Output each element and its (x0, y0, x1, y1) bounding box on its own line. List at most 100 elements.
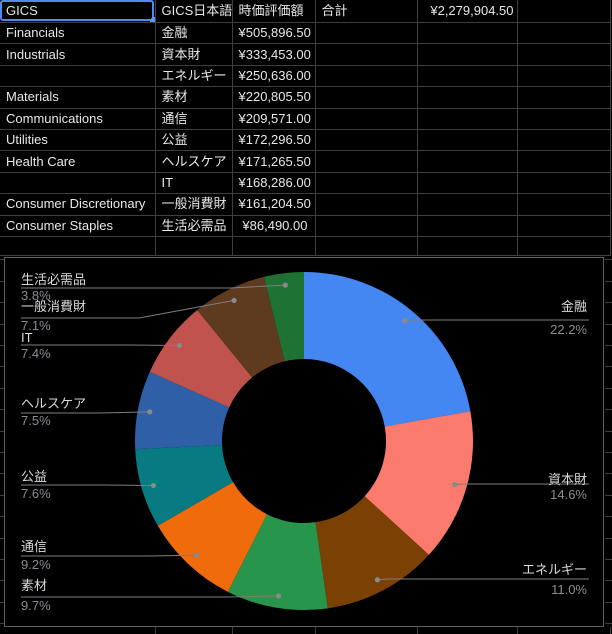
cell-gics-en[interactable]: Consumer Discretionary (0, 193, 156, 216)
cell-empty[interactable] (315, 22, 418, 45)
cell-empty[interactable] (417, 236, 518, 256)
donut-slice-一般消費財[interactable] (197, 276, 285, 378)
cell-empty[interactable] (417, 215, 518, 237)
cell-empty[interactable] (417, 108, 518, 130)
table-row: Consumer Discretionary 一般消費財 ¥161,204.50 (0, 193, 612, 216)
cell-empty[interactable] (232, 236, 316, 256)
cell-gics-en[interactable]: Health Care (0, 150, 156, 173)
cell-total-label[interactable]: 合計 (315, 0, 418, 23)
cell-gics-jp[interactable]: IT (155, 172, 233, 195)
cell-empty[interactable] (517, 108, 611, 130)
table-row: IT ¥168,286.00 (0, 172, 612, 195)
cell-empty[interactable] (315, 193, 418, 216)
cell-empty[interactable] (315, 215, 418, 237)
chart-callout-name: 生活必需品 (21, 272, 87, 287)
cell-gics-jp[interactable]: 公益 (155, 129, 233, 152)
donut-slice-生活必需品[interactable] (264, 272, 304, 362)
cell-gics-jp[interactable]: 金融 (155, 22, 233, 45)
cell-empty[interactable] (315, 150, 418, 173)
cell-market-value[interactable]: ¥168,286.00 (232, 172, 316, 195)
callout-anchor-dot (402, 317, 408, 324)
cell-gics-en[interactable]: Materials (0, 86, 156, 109)
cell-market-value[interactable]: ¥505,896.50 (232, 22, 316, 45)
cell-empty[interactable] (517, 236, 611, 256)
cell-gics-en[interactable]: Utilities (0, 129, 156, 152)
sheet-gridline (517, 627, 518, 634)
donut-slice-資本財[interactable] (364, 411, 473, 555)
cell-gics-en[interactable] (0, 172, 156, 195)
cell-gics-en[interactable]: Financials (0, 22, 156, 45)
cell-gics-jp[interactable]: 通信 (155, 108, 233, 130)
donut-slice-エネルギー[interactable] (315, 496, 429, 609)
cell-empty[interactable] (517, 43, 611, 66)
cell-empty[interactable] (417, 150, 518, 173)
cell-empty[interactable] (417, 22, 518, 45)
cell-empty[interactable] (417, 65, 518, 88)
cell-market-value[interactable]: ¥86,490.00 (232, 215, 316, 237)
cell-market-value[interactable]: ¥172,296.50 (232, 129, 316, 152)
donut-slice-IT[interactable] (149, 310, 253, 408)
donut-slice-素材[interactable] (227, 514, 328, 610)
cell-empty[interactable] (517, 129, 611, 152)
donut-slice-通信[interactable] (157, 482, 268, 592)
cell-gics-en[interactable]: Communications (0, 108, 156, 130)
selection-handle[interactable] (149, 17, 154, 22)
table-row: Financials 金融 ¥505,896.50 (0, 22, 612, 45)
cell-empty[interactable] (0, 236, 156, 256)
cell-empty[interactable] (517, 0, 611, 23)
donut-slice-公益[interactable] (135, 444, 234, 526)
cell-empty[interactable] (315, 43, 418, 66)
cell-gics-jp[interactable]: ヘルスケア (155, 150, 233, 173)
sheet-gridline (605, 302, 612, 304)
callout-leader-line (21, 554, 197, 557)
cell-empty[interactable] (517, 172, 611, 195)
cell-gics-jp[interactable]: 生活必需品 (155, 215, 233, 237)
cell-empty[interactable] (417, 129, 518, 152)
cell-empty[interactable] (517, 22, 611, 45)
cell-empty[interactable] (155, 236, 233, 256)
cell-empty[interactable] (315, 65, 418, 88)
cell-empty[interactable] (315, 236, 418, 256)
cell-gics-jp[interactable]: 素材 (155, 86, 233, 109)
cell-empty[interactable] (517, 86, 611, 109)
cell-empty[interactable] (417, 193, 518, 216)
cell-market-value[interactable]: ¥171,265.50 (232, 150, 316, 173)
donut-slice-ヘルスケア[interactable] (135, 371, 230, 450)
cell-empty[interactable] (517, 150, 611, 173)
cell-gics-en[interactable]: Industrials (0, 43, 156, 66)
cell-market-value[interactable]: ¥250,636.00 (232, 65, 316, 88)
cell-empty[interactable] (315, 172, 418, 195)
chart-callout-percent: 14.6% (550, 487, 587, 502)
cell-empty[interactable] (315, 86, 418, 109)
cell-empty[interactable] (517, 215, 611, 237)
cell-market-value[interactable]: ¥161,204.50 (232, 193, 316, 216)
sheet-gridline (605, 494, 612, 496)
cell-gics-jp[interactable]: エネルギー (155, 65, 233, 88)
cell-empty[interactable] (315, 108, 418, 130)
cell-market-value[interactable]: ¥209,571.00 (232, 108, 316, 130)
cell-empty[interactable] (517, 65, 611, 88)
donut-slice-金融[interactable] (304, 272, 471, 427)
chart-callout-name: 金融 (560, 299, 587, 314)
cell-market-value[interactable]: ¥333,453.00 (232, 43, 316, 66)
cell-gics-en[interactable]: Consumer Staples (0, 215, 156, 237)
cell-empty[interactable] (417, 172, 518, 195)
cell-empty[interactable] (315, 129, 418, 152)
cell-empty[interactable] (417, 43, 518, 66)
cell-gics-en[interactable] (0, 65, 156, 88)
table-row: Materials 素材 ¥220,805.50 (0, 86, 612, 109)
cell-gics-jp[interactable]: 一般消費財 (155, 193, 233, 216)
cell-total-value[interactable]: ¥2,279,904.50 (417, 0, 518, 23)
table-row-empty (0, 236, 612, 256)
cell-market-value[interactable]: ¥220,805.50 (232, 86, 316, 109)
cell-gics-jp[interactable]: 資本財 (155, 43, 233, 66)
cell-empty[interactable] (517, 193, 611, 216)
cell-market-value-header[interactable]: 時価評価額 (232, 0, 316, 23)
cell-empty[interactable] (417, 86, 518, 109)
donut-chart-object[interactable]: 金融 22.2% 資本財 14.6% エネルギー 11.0% 素材 9.7% 通信 9.2% 公益 7… (4, 257, 604, 627)
chart-callout-percent: 9.2% (21, 557, 51, 572)
cell-gics-selected[interactable]: GICS (0, 0, 156, 23)
callout-anchor-dot (231, 297, 237, 304)
cell-gics-jp-header[interactable]: GICS日本語 (155, 0, 233, 23)
sheet-gridline (605, 452, 612, 453)
